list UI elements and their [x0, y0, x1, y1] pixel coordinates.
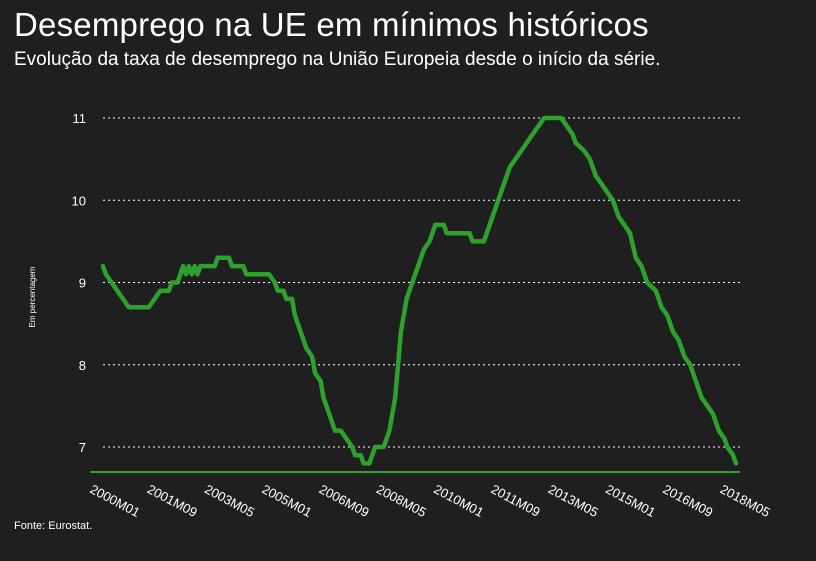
y-tick-label: 10 [72, 193, 86, 208]
x-tick-label: 2013M05 [546, 481, 601, 520]
x-tick-label: 2016M09 [660, 481, 715, 520]
y-axis-label: Em percentagem [28, 266, 37, 327]
x-tick-label: 2000M01 [88, 481, 143, 520]
chart-subtitle: Evolução da taxa de desemprego na União … [14, 49, 661, 70]
x-tick-label: 2010M01 [431, 481, 486, 520]
y-tick-label: 11 [73, 111, 87, 126]
x-tick-label: 2008M05 [374, 481, 429, 520]
y-tick-label: 8 [79, 358, 86, 373]
y-axis-ticks: 7 8 9 10 11 [72, 111, 86, 455]
chart-title: Desemprego na UE em mínimos históricos [14, 6, 649, 43]
x-tick-label: 2011M09 [489, 481, 543, 519]
x-tick-label: 2015M01 [603, 481, 658, 520]
x-tick-label: 2001M09 [145, 481, 200, 520]
source-note: Fonte: Eurostat. [14, 520, 93, 532]
y-tick-label: 7 [79, 440, 86, 455]
x-tick-label: 2003M05 [202, 481, 257, 520]
x-tick-label: 2005M01 [259, 481, 314, 520]
series-line-unemployment [100, 115, 739, 466]
x-tick-label: 2006M09 [317, 481, 372, 520]
gridlines [103, 117, 740, 448]
y-tick-label: 9 [79, 276, 86, 291]
x-tick-label: 2018M05 [718, 481, 773, 520]
x-axis-ticks: 2000M01 2001M09 2003M05 2005M01 2006M09 2008M… [88, 481, 773, 520]
